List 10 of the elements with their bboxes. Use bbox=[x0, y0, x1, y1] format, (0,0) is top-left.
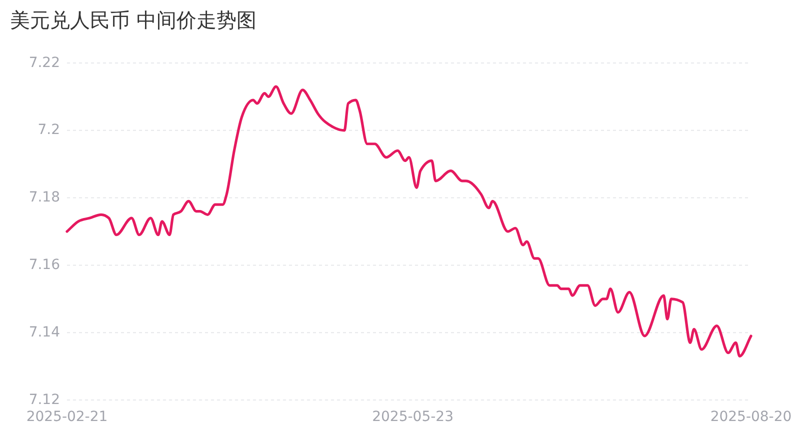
title: 美元兑人民币 中间价走势图 bbox=[10, 8, 256, 32]
y-tick-label: 7.16 bbox=[28, 257, 60, 274]
y-tick-label: 7.22 bbox=[28, 54, 60, 71]
y-tick-label: 7.18 bbox=[28, 190, 60, 206]
y-tick-label: 7.14 bbox=[28, 324, 60, 340]
x-tick-label: 2025-02-21 bbox=[26, 408, 108, 425]
x-tick-label: 2025-05-23 bbox=[372, 408, 454, 425]
x-tick-label: 2025-08-20 bbox=[710, 408, 792, 425]
y-tick-label: 7.12 bbox=[28, 392, 60, 408]
y-tick-label: 7.2 bbox=[38, 122, 60, 138]
